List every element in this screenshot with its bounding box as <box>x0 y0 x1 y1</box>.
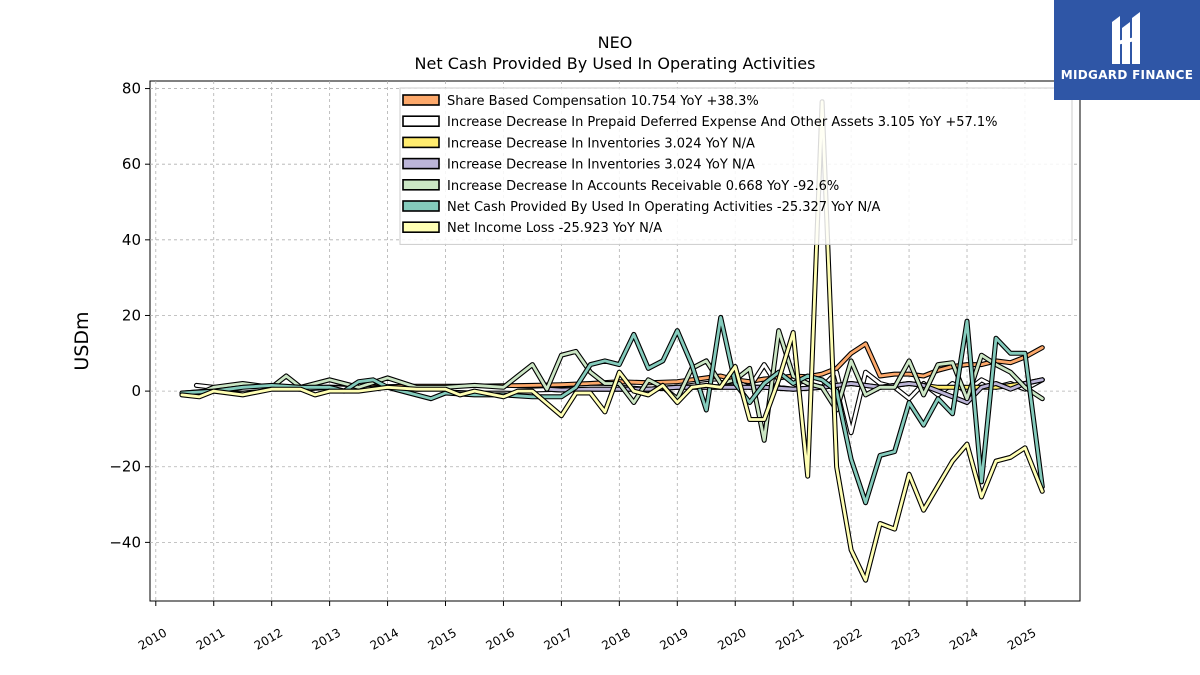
x-tick-label: 2021 <box>773 625 806 652</box>
x-tick-label: 2022 <box>831 625 864 652</box>
x-tick-label: 2010 <box>136 625 169 652</box>
x-tick-label: 2020 <box>715 625 748 652</box>
y-tick-label: 0 <box>131 382 141 400</box>
series-line <box>180 315 1044 505</box>
brand-logo: MIDGARD FINANCE <box>1054 0 1200 100</box>
legend-box <box>399 87 1073 245</box>
x-tick-label: 2016 <box>484 625 517 652</box>
series-line <box>545 378 1044 404</box>
legend: Share Based Compensation 10.754 YoY +38.… <box>399 87 1073 245</box>
y-tick-label: 80 <box>122 80 141 98</box>
x-tick-label: 2012 <box>252 625 285 652</box>
legend-label: Share Based Compensation 10.754 YoY +38.… <box>447 94 759 109</box>
legend-label: Increase Decrease In Inventories 3.024 Y… <box>447 158 755 173</box>
series-layer <box>179 99 1045 583</box>
x-tick-label: 2013 <box>310 625 343 652</box>
y-tick-label: 20 <box>122 306 141 324</box>
y-tick-label: −20 <box>109 458 141 476</box>
legend-swatch <box>402 200 440 212</box>
legend-swatch <box>402 179 440 191</box>
series-line <box>180 100 1044 582</box>
series-4 <box>193 328 1045 443</box>
legend-swatch <box>402 115 440 127</box>
y-axis-label: USDm <box>71 311 93 370</box>
series-5 <box>179 314 1045 506</box>
legend-swatch <box>402 136 440 149</box>
brand-name: MIDGARD FINANCE <box>1060 68 1194 82</box>
legend-swatch <box>402 221 440 233</box>
y-tick-label: 60 <box>122 155 141 173</box>
midgard-logo-icon <box>1112 12 1140 64</box>
chart-title-block: NEO Net Cash Provided By Used In Operati… <box>150 32 1080 74</box>
legend-label: Increase Decrease In Inventories 3.024 Y… <box>447 136 755 151</box>
x-tick-label: 2024 <box>947 625 980 652</box>
x-tick-label: 2019 <box>657 625 690 652</box>
series-3 <box>544 377 1045 405</box>
x-tick-label: 2023 <box>889 625 922 652</box>
chart-subtitle: Net Cash Provided By Used In Operating A… <box>414 54 816 73</box>
legend-label: Net Income Loss -25.923 YoY N/A <box>447 221 662 236</box>
legend-swatch <box>402 157 440 170</box>
legend-label: Increase Decrease In Accounts Receivable… <box>447 179 839 194</box>
chart-title: NEO <box>597 33 633 52</box>
y-tick-label: 40 <box>122 231 141 249</box>
x-tick-label: 2015 <box>426 625 459 652</box>
legend-label: Net Cash Provided By Used In Operating A… <box>447 200 881 215</box>
legend-swatch <box>402 94 440 106</box>
x-tick-label: 2025 <box>1005 625 1038 652</box>
x-tick-label: 2011 <box>194 625 227 652</box>
y-tick-label: −40 <box>109 533 141 551</box>
x-tick-label: 2017 <box>541 625 574 652</box>
series-line <box>194 329 1044 442</box>
series-6 <box>179 99 1045 583</box>
x-tick-label: 2018 <box>599 625 632 652</box>
x-tick-label: 2014 <box>368 625 401 652</box>
legend-label: Increase Decrease In Prepaid Deferred Ex… <box>447 115 998 130</box>
